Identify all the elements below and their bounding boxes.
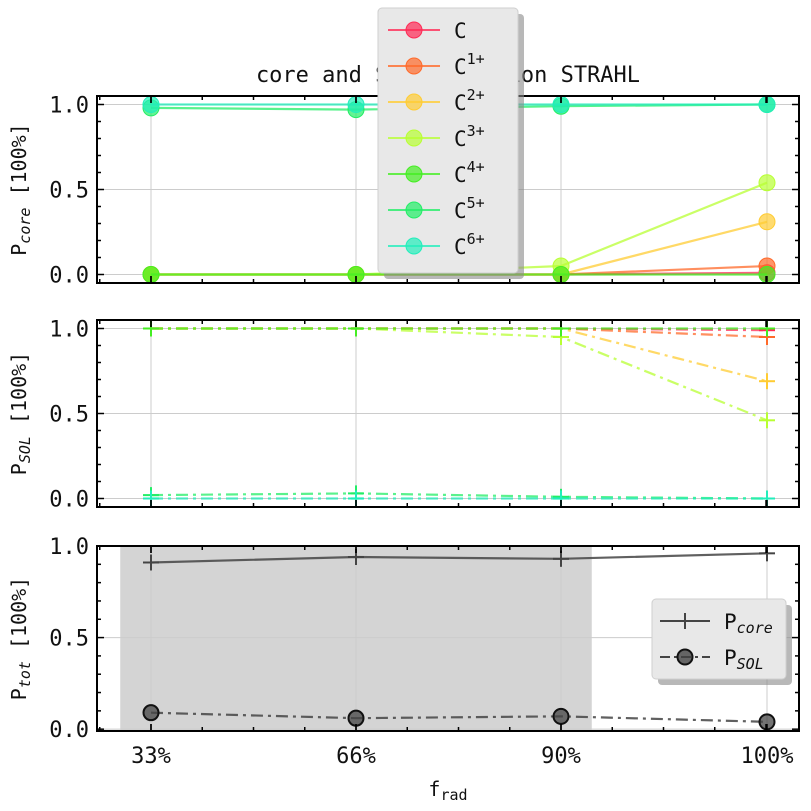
y-axis-label-unit-0: [100%] [7,123,31,207]
xtick-label-0: 33% [131,744,171,769]
legend-core-marker-4 [405,165,423,183]
legend-tot-label-0: Pcore [724,610,773,637]
series-line-1-2 [151,327,768,383]
point-1-3-3 [759,412,775,429]
legend-core-label-6: C6+ [454,230,485,259]
x-axis-label: frad [428,777,467,804]
ytick-label-2-2: 1.0 [49,535,89,560]
y-axis-label-0: Pcore [100%] [7,123,34,255]
ytick-label-2-0: 0.0 [49,718,89,743]
legend-core-label-1: C1+ [454,50,485,79]
legend-tot-box [651,598,787,680]
legend-core-label-2: C2+ [454,86,485,115]
ytick-label-1-0: 0.0 [49,488,89,513]
y-axis-label-sub-0: core [16,208,34,244]
ytick-label-1-2: 1.0 [49,318,89,343]
series-line-2-0 [150,552,768,564]
y-axis-label-sub-2: tot [16,661,34,688]
y-axis-label-sub-1: SOL [16,436,34,463]
point-2-1-2 [552,707,570,725]
legend-core-marker-6 [405,237,423,255]
point-2-0-0 [143,554,159,571]
legend-core-marker-5 [405,201,423,219]
x-axis-label-main: f [428,777,440,801]
ytick-label-0-0: 0.0 [49,264,89,289]
legend-core-box [377,7,519,274]
legend-core-marker-3 [405,129,423,147]
series-line-1-3 [151,327,768,422]
panel-sol: 0.0 0.5 1.0 PSOL [100%] [7,318,800,513]
y-axis-label-unit-1: [100%] [7,352,31,436]
y-axis-label-main-1: P [7,463,31,475]
y-axis-label-1: PSOL [100%] [7,352,34,475]
ytick-label-2-1: 0.5 [49,627,89,652]
xtick-label-3: 100% [741,744,794,769]
point-1-2-3 [759,373,775,390]
legend-core-label-0: C [454,19,467,43]
xtick-label-1: 66% [336,744,376,769]
ytick-label-0-1: 0.5 [49,179,89,204]
series-line-2-1 [150,711,768,723]
legend-core-label-3: C3+ [454,122,485,151]
legend-core-marker-1 [405,57,423,75]
point-2-1-0 [142,704,160,722]
y-axis-label-unit-2: [100%] [7,577,31,661]
ytick-label-0-2: 1.0 [49,94,89,119]
ytick-label-1-1: 0.5 [49,403,89,428]
point-0-3-3 [758,174,776,192]
legend-core-label-5: C5+ [454,194,485,223]
legend-core-marker-0 [405,21,423,39]
legend-tot-label-1: PSOL [724,646,764,673]
y-axis-label-main-0: P [7,244,31,256]
x-axis-label-sub: rad [440,786,467,804]
series-line-1-5 [150,492,768,500]
legend-tot-marker-0 [677,613,693,629]
y-axis-label-main-2: P [7,688,31,700]
legend-core-marker-2 [405,93,423,111]
point-2-1-1 [347,709,365,727]
panel-tot: 0.0 0.5 1.0 33% 66% 90% 100% Ptot [100%] [7,535,800,769]
point-0-2-3 [758,213,776,231]
legend-core-label-4: C4+ [454,158,485,187]
legend-core: C C1+ C2+ C3+ C4+ C5+ C6+ [377,7,524,279]
legend-tot-marker-1 [676,648,694,666]
axes-frame-2 [96,545,800,732]
y-axis-label-2: Ptot [100%] [7,577,34,700]
point-2-0-2 [553,550,569,567]
xtick-label-2: 90% [541,744,581,769]
panel-core: 0.0 0.5 1.0 Pcore [100%] [7,94,800,289]
legend-tot: Pcore PSOL [651,598,792,685]
